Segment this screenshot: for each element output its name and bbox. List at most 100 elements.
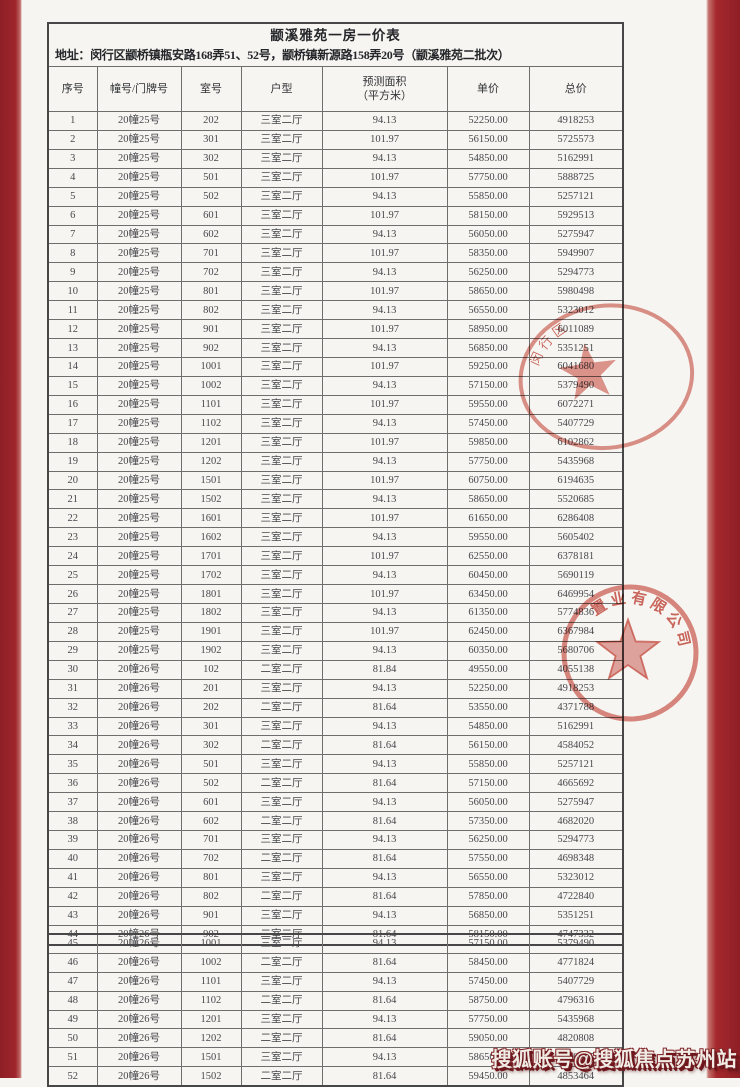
col-building-no: 20幢25号 <box>96 262 182 283</box>
col-unit-price: 57150.00 <box>446 773 530 794</box>
col-unit-layout: 三室二厅 <box>240 262 323 283</box>
col-room-no: 602 <box>180 224 242 245</box>
col-room-no: 1502 <box>180 1066 242 1087</box>
col-unit-layout: 三室二厅 <box>240 527 323 548</box>
col-unit-price: 54850.00 <box>446 716 530 737</box>
col-room-no: 601 <box>180 205 242 226</box>
column-header-col-total-price: 总价 <box>528 66 624 112</box>
col-building-no: 20幢25号 <box>96 186 182 207</box>
col-room-no: 1602 <box>180 527 242 548</box>
col-total-price: 6286408 <box>528 508 624 529</box>
col-building-no: 20幢25号 <box>96 281 182 302</box>
column-header-col-index: 序号 <box>47 66 98 112</box>
col-forecast-area: 81.64 <box>321 990 448 1011</box>
col-total-price: 5323012 <box>528 867 624 888</box>
col-forecast-area: 94.13 <box>321 1009 448 1030</box>
col-room-no: 301 <box>180 716 242 737</box>
col-total-price: 5435968 <box>528 451 624 472</box>
col-room-no: 1802 <box>180 602 242 623</box>
col-forecast-area: 81.84 <box>321 659 448 680</box>
col-unit-price: 49550.00 <box>446 659 530 680</box>
col-room-no: 1101 <box>180 394 242 415</box>
col-unit-price: 56550.00 <box>446 867 530 888</box>
col-index: 6 <box>47 205 98 226</box>
table-row: 29 20幢25号 1902 三室二厅 94.13 60350.00 5680706 <box>47 640 624 661</box>
table-row: 43 20幢26号 901 三室二厅 94.13 56850.00 5351251 <box>47 905 624 926</box>
col-building-no: 20幢26号 <box>96 754 182 775</box>
table-row: 2 20幢25号 301 三室二厅 101.97 56150.00 5725573 <box>47 129 624 150</box>
col-unit-layout: 二室二厅 <box>240 990 323 1011</box>
col-unit-layout: 三室二厅 <box>240 148 323 169</box>
col-unit-price: 61350.00 <box>446 602 530 623</box>
table-row: 25 20幢25号 1702 三室二厅 94.13 60450.00 5690119 <box>47 565 624 586</box>
col-unit-price: 56150.00 <box>446 735 530 756</box>
col-total-price: 6378181 <box>528 546 624 567</box>
col-unit-layout: 三室二厅 <box>240 584 323 604</box>
col-unit-price: 56550.00 <box>446 300 530 321</box>
col-index: 34 <box>47 735 98 756</box>
col-unit-layout: 二室二厅 <box>240 811 323 832</box>
table-row: 41 20幢26号 801 三室二厅 94.13 56550.00 5323012 <box>47 867 624 888</box>
col-total-price: 4584052 <box>528 735 624 756</box>
col-total-price: 4682020 <box>528 811 624 832</box>
col-building-no: 20幢25号 <box>96 527 182 548</box>
col-index: 19 <box>47 451 98 472</box>
col-index: 16 <box>47 394 98 415</box>
col-forecast-area: 101.97 <box>321 356 448 377</box>
table-row: 45 20幢26号 1001 三室二厅 94.13 57150.00 5379490 <box>47 933 624 954</box>
col-room-no: 501 <box>180 167 242 188</box>
col-total-price: 5323012 <box>528 300 624 321</box>
col-building-no: 20幢26号 <box>96 867 182 888</box>
col-forecast-area: 94.13 <box>321 716 448 737</box>
col-unit-price: 59850.00 <box>446 432 530 453</box>
col-building-no: 20幢26号 <box>96 716 182 737</box>
col-forecast-area: 81.64 <box>321 848 448 869</box>
col-forecast-area: 81.64 <box>321 1066 448 1087</box>
col-forecast-area: 94.13 <box>321 451 448 472</box>
col-index: 12 <box>47 319 98 340</box>
col-index: 13 <box>47 338 98 358</box>
col-total-price: 6011089 <box>528 319 624 340</box>
col-room-no: 301 <box>180 129 242 150</box>
col-index: 33 <box>47 716 98 737</box>
col-unit-layout: 三室二厅 <box>240 546 323 567</box>
col-room-no: 1102 <box>180 990 242 1011</box>
col-unit-layout: 三室二厅 <box>240 319 323 340</box>
col-index: 10 <box>47 281 98 302</box>
table-row: 8 20幢25号 701 三室二厅 101.97 58350.00 5949907 <box>47 243 624 264</box>
col-building-no: 20幢25号 <box>96 565 182 586</box>
col-unit-layout: 三室二厅 <box>240 602 323 623</box>
col-total-price: 5294773 <box>528 262 624 283</box>
col-total-price: 5929513 <box>528 205 624 226</box>
table-row: 37 20幢26号 601 三室二厅 94.13 56050.00 5275947 <box>47 792 624 813</box>
col-unit-layout: 三室二厅 <box>240 754 323 775</box>
table-row: 21 20幢25号 1502 三室二厅 94.13 58650.00 5520685 <box>47 489 624 510</box>
col-unit-layout: 二室二厅 <box>240 848 323 869</box>
col-total-price: 4665692 <box>528 773 624 794</box>
col-unit-layout: 三室二厅 <box>240 792 323 813</box>
col-forecast-area: 94.13 <box>321 1047 448 1068</box>
col-unit-price: 57750.00 <box>446 451 530 472</box>
col-building-no: 20幢26号 <box>96 1066 182 1087</box>
col-unit-layout: 二室二厅 <box>240 886 323 907</box>
col-forecast-area: 81.64 <box>321 735 448 756</box>
col-index: 21 <box>47 489 98 510</box>
col-room-no: 802 <box>180 300 242 321</box>
col-unit-price: 59550.00 <box>446 527 530 548</box>
table-row: 30 20幢26号 102 二室二厅 81.84 49550.00 4055138 <box>47 659 624 680</box>
col-building-no: 20幢25号 <box>96 546 182 567</box>
col-index: 9 <box>47 262 98 283</box>
col-unit-layout: 三室二厅 <box>240 678 323 699</box>
column-header-col-room-no: 室号 <box>180 66 242 112</box>
table-row: 14 20幢25号 1001 三室二厅 101.97 59250.00 6041680 <box>47 356 624 377</box>
col-unit-layout: 三室二厅 <box>240 508 323 529</box>
col-total-price: 4796316 <box>528 990 624 1011</box>
col-unit-layout: 三室二厅 <box>240 186 323 207</box>
col-forecast-area: 94.13 <box>321 933 448 954</box>
col-unit-price: 55850.00 <box>446 754 530 775</box>
col-unit-layout: 三室二厅 <box>240 933 323 954</box>
col-room-no: 502 <box>180 186 242 207</box>
col-total-price: 5407729 <box>528 971 624 992</box>
col-forecast-area: 81.64 <box>321 811 448 832</box>
column-header-col-building-no: 幢号/门牌号 <box>96 66 182 112</box>
